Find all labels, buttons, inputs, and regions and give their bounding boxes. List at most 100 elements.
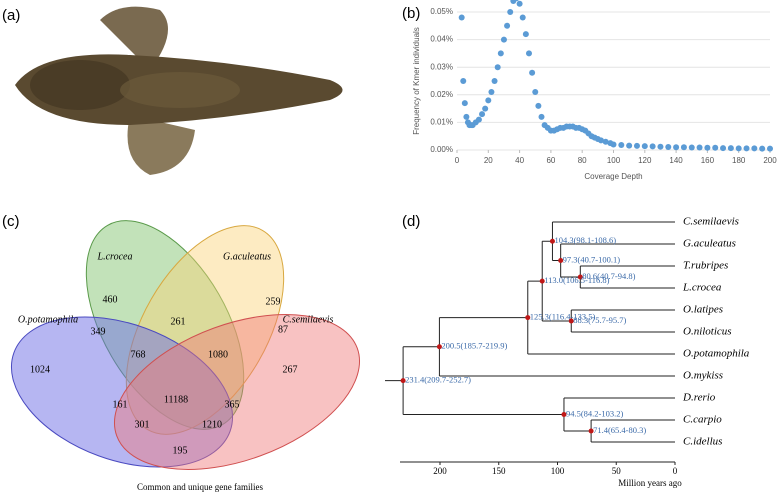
axis-title: Million years ago xyxy=(618,478,682,488)
node-label: 80.6(40.7-94.8) xyxy=(582,271,635,281)
point xyxy=(712,144,719,151)
y-tick-label: 0.05% xyxy=(430,7,453,16)
point xyxy=(522,31,529,38)
node-dot xyxy=(436,344,442,350)
x-tick-label: 60 xyxy=(546,156,555,165)
venn-count: 259 xyxy=(266,296,281,307)
panel-label: (d) xyxy=(402,213,420,230)
panel-label: (b) xyxy=(402,5,420,22)
point xyxy=(504,22,511,29)
y-tick-label: 0.04% xyxy=(430,35,453,44)
point xyxy=(479,111,486,118)
point xyxy=(720,145,727,152)
venn-count: 267 xyxy=(283,364,298,375)
x-tick-label: 140 xyxy=(669,156,683,165)
node-label: 200.5(185.7-219.9) xyxy=(441,341,507,351)
pectoral-fin xyxy=(127,115,195,175)
point xyxy=(727,145,734,152)
point xyxy=(657,143,664,150)
leaf-label: O.mykiss xyxy=(683,370,723,382)
node-label: 231.4(209.7-252.7) xyxy=(405,375,471,385)
point xyxy=(665,143,672,150)
fish-pattern xyxy=(120,72,240,108)
node-label: 125.3(116.4-133.5) xyxy=(530,312,596,322)
node-label: 88.3(75.7-95.7) xyxy=(573,315,626,325)
point xyxy=(743,145,750,152)
leaf-label: G.aculeatus xyxy=(683,238,736,250)
x-tick-label: 200 xyxy=(763,156,777,165)
point xyxy=(475,116,482,123)
node-dot xyxy=(525,315,531,321)
venn-count: 195 xyxy=(173,445,188,456)
point xyxy=(759,145,766,152)
y-tick-label: 0.02% xyxy=(430,90,453,99)
x-tick-label: 100 xyxy=(607,156,621,165)
point xyxy=(519,14,526,21)
venn-count: 161 xyxy=(113,399,128,410)
point xyxy=(602,138,609,145)
leaf-label: C.idellus xyxy=(683,436,722,448)
point xyxy=(525,50,532,57)
venn-caption: Common and unique gene families xyxy=(137,482,263,492)
venn-count: 768 xyxy=(131,349,146,360)
leaf-label: O.niloticus xyxy=(683,326,732,338)
point xyxy=(535,102,542,109)
venn: L.crocea G.aculeatus O.potamophila C.semila… xyxy=(10,220,361,492)
panel-label: (c) xyxy=(2,213,20,230)
node-label: 97.3(40.7-100.1) xyxy=(563,254,621,264)
axis-tick-label: 150 xyxy=(492,466,506,476)
y-tick-label: 0.01% xyxy=(430,118,453,127)
venn-count: 1210 xyxy=(202,419,222,430)
set-label: O.potamophila xyxy=(18,314,78,325)
point xyxy=(735,145,742,152)
leaf-label: C.semilaevis xyxy=(683,216,739,228)
point xyxy=(641,143,648,150)
point xyxy=(485,97,492,104)
point xyxy=(532,89,539,96)
venn-set xyxy=(10,316,234,468)
point xyxy=(680,144,687,151)
point xyxy=(704,144,711,151)
point xyxy=(458,14,465,21)
point xyxy=(463,113,470,120)
point xyxy=(482,105,489,112)
point xyxy=(618,142,625,149)
point xyxy=(688,144,695,151)
x-tick-label: 40 xyxy=(515,156,524,165)
set-label: L.crocea xyxy=(97,251,133,262)
x-tick-label: 80 xyxy=(578,156,587,165)
set-label: C.semilaevis xyxy=(283,314,334,325)
fish-photo xyxy=(15,6,343,175)
point xyxy=(494,64,501,71)
leaf-label: C.carpio xyxy=(683,414,722,426)
node-label: 94.5(84.2-103.2) xyxy=(566,408,624,418)
venn-count: 349 xyxy=(91,326,106,337)
point xyxy=(649,143,656,150)
venn-count: 1024 xyxy=(30,364,50,375)
point xyxy=(514,0,519,2)
point xyxy=(491,78,498,84)
x-tick-label: 20 xyxy=(484,156,493,165)
venn-count: 365 xyxy=(225,399,240,410)
node-dot xyxy=(568,318,574,324)
point xyxy=(597,137,604,144)
dorsal-fin xyxy=(100,6,168,71)
venn-count: 261 xyxy=(171,316,186,327)
node-label: 113.0(106.5-116.8) xyxy=(544,275,609,285)
point xyxy=(500,36,507,43)
node-dot xyxy=(558,258,564,263)
x-tick-label: 160 xyxy=(701,156,715,165)
point xyxy=(488,89,495,96)
venn-set xyxy=(113,314,361,470)
venn-count: 1080 xyxy=(208,349,228,360)
x-tick-label: 120 xyxy=(638,156,652,165)
panel-label: (a) xyxy=(2,7,20,24)
axis-tick-label: 50 xyxy=(612,466,622,476)
leaf-label: O.latipes xyxy=(683,304,723,316)
point xyxy=(507,9,514,15)
node-dot xyxy=(588,428,594,434)
point xyxy=(497,50,504,57)
axis-tick-label: 200 xyxy=(433,466,447,476)
x-tick-label: 0 xyxy=(455,156,460,165)
